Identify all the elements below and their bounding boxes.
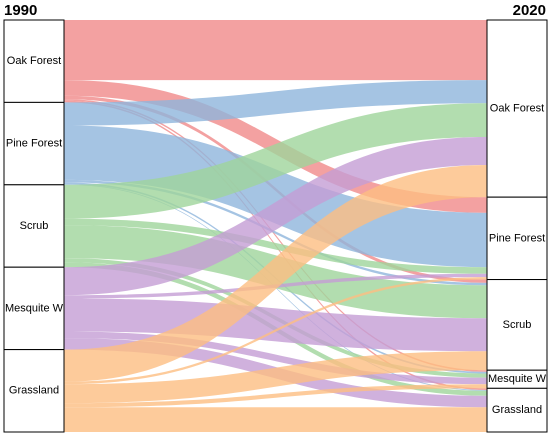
flow: [64, 80, 487, 126]
source-label: Pine Forest: [6, 138, 62, 150]
flow: [64, 20, 487, 81]
flow: [64, 99, 487, 372]
source-label: Mesquite W: [5, 302, 64, 314]
flow: [64, 331, 487, 385]
source-label: Oak Forest: [7, 55, 61, 67]
target-label: Mesquite W: [488, 373, 547, 385]
flow: [64, 137, 487, 296]
target-node: [486, 387, 548, 433]
source-node: [3, 19, 65, 103]
source-label: Scrub: [20, 220, 49, 232]
source-node: [3, 266, 65, 351]
flow: [64, 218, 487, 274]
source-node: [3, 184, 65, 268]
target-node: [486, 19, 548, 198]
target-label: Scrub: [503, 319, 532, 331]
source-node: [3, 349, 65, 433]
left-axis-title: 1990: [4, 2, 37, 19]
flow: [64, 384, 487, 408]
flow: [64, 165, 487, 382]
target-label: Pine Forest: [489, 232, 545, 244]
flow: [64, 179, 487, 286]
right-axis-title: 2020: [513, 2, 546, 19]
flow: [64, 298, 487, 352]
source-node: [3, 101, 65, 186]
flows: [64, 20, 487, 432]
target-label: Oak Forest: [490, 102, 544, 114]
flow: [64, 277, 487, 385]
flow: [64, 125, 487, 268]
nodes: Oak Forest Pine Forest Scrub Mesquite W Gras…: [3, 19, 548, 433]
source-label: Grassland: [9, 385, 59, 397]
target-label: Grassland: [492, 404, 542, 416]
flow: [64, 103, 487, 219]
flow: [64, 407, 487, 432]
flow: [64, 351, 487, 404]
target-node: [486, 279, 548, 371]
target-node: [486, 196, 548, 281]
